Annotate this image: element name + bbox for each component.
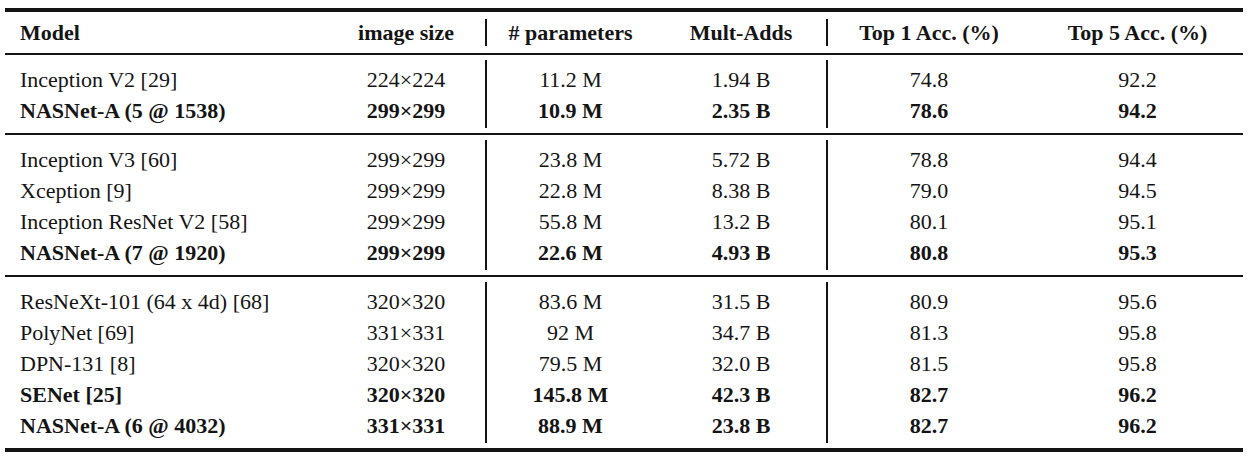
model-cell: Inception ResNet V2 [58]: [5, 206, 327, 237]
model-cell: DPN-131 [8]: [5, 348, 327, 379]
table-row: PolyNet [69] 331×331 92 M 34.7 B 81.3 95…: [5, 317, 1243, 348]
column-divider: [485, 19, 487, 46]
model-cell: Xception [9]: [5, 175, 327, 206]
mult-adds-cell: 13.2 B: [656, 206, 826, 237]
model-cell: NASNet-A (7 @ 1920): [5, 237, 327, 268]
table-bottom-rule: [5, 448, 1243, 452]
image-size-cell: 299×299: [327, 237, 485, 268]
parameters-cell: 22.6 M: [485, 237, 656, 268]
column-header-mult-adds: Mult-Adds: [656, 12, 826, 53]
paper-page: Model image size # parameters Mult-Adds …: [0, 0, 1248, 462]
image-size-cell: 224×224: [327, 64, 485, 95]
top1-cell: 80.9: [826, 286, 1032, 317]
table-row: ResNeXt-101 (64 x 4d) [68] 320×320 83.6 …: [5, 286, 1243, 317]
top1-cell: 82.7: [826, 379, 1032, 410]
model-cell: Inception V2 [29]: [5, 64, 327, 95]
parameters-cell: 79.5 M: [485, 348, 656, 379]
table-section-3: ResNeXt-101 (64 x 4d) [68] 320×320 83.6 …: [5, 277, 1243, 448]
column-header-model: Model: [5, 12, 327, 53]
parameters-cell: 10.9 M: [485, 95, 656, 126]
model-cell: Inception V3 [60]: [5, 144, 327, 175]
mult-adds-cell: 34.7 B: [656, 317, 826, 348]
table-row: DPN-131 [8] 320×320 79.5 M 32.0 B 81.5 9…: [5, 348, 1243, 379]
image-size-cell: 331×331: [327, 317, 485, 348]
top5-cell: 95.1: [1032, 206, 1243, 237]
image-size-cell: 331×331: [327, 410, 485, 441]
parameters-cell: 83.6 M: [485, 286, 656, 317]
image-size-cell: 320×320: [327, 286, 485, 317]
top1-cell: 80.1: [826, 206, 1032, 237]
table-row: SENet [25] 320×320 145.8 M 42.3 B 82.7 9…: [5, 379, 1243, 410]
top1-cell: 80.8: [826, 237, 1032, 268]
parameters-cell: 145.8 M: [485, 379, 656, 410]
model-cell: ResNeXt-101 (64 x 4d) [68]: [5, 286, 327, 317]
image-size-cell: 320×320: [327, 379, 485, 410]
image-size-cell: 320×320: [327, 348, 485, 379]
image-size-cell: 299×299: [327, 144, 485, 175]
column-divider: [826, 282, 828, 443]
column-divider: [485, 140, 487, 270]
image-size-cell: 299×299: [327, 175, 485, 206]
column-divider: [485, 282, 487, 443]
top5-cell: 94.2: [1032, 95, 1243, 126]
top1-cell: 78.8: [826, 144, 1032, 175]
column-divider: [826, 140, 828, 270]
top5-cell: 95.3: [1032, 237, 1243, 268]
mult-adds-cell: 8.38 B: [656, 175, 826, 206]
parameters-cell: 92 M: [485, 317, 656, 348]
top5-cell: 96.2: [1032, 410, 1243, 441]
table-header-row: Model image size # parameters Mult-Adds …: [5, 12, 1243, 53]
mult-adds-cell: 4.93 B: [656, 237, 826, 268]
mult-adds-cell: 1.94 B: [656, 64, 826, 95]
top5-cell: 94.4: [1032, 144, 1243, 175]
parameters-cell: 23.8 M: [485, 144, 656, 175]
column-divider: [826, 19, 828, 46]
column-divider: [485, 60, 487, 128]
model-cell: PolyNet [69]: [5, 317, 327, 348]
table-section-1: Inception V2 [29] 224×224 11.2 M 1.94 B …: [5, 55, 1243, 133]
mult-adds-cell: 2.35 B: [656, 95, 826, 126]
top1-cell: 81.5: [826, 348, 1032, 379]
top1-cell: 78.6: [826, 95, 1032, 126]
model-cell: NASNet-A (6 @ 4032): [5, 410, 327, 441]
table-row: NASNet-A (6 @ 4032) 331×331 88.9 M 23.8 …: [5, 410, 1243, 441]
column-header-top5: Top 5 Acc. (%): [1032, 12, 1243, 53]
table-row: NASNet-A (5 @ 1538) 299×299 10.9 M 2.35 …: [5, 95, 1243, 126]
top1-cell: 82.7: [826, 410, 1032, 441]
column-header-parameters: # parameters: [485, 12, 656, 53]
image-size-cell: 299×299: [327, 95, 485, 126]
mult-adds-cell: 32.0 B: [656, 348, 826, 379]
table-row: NASNet-A (7 @ 1920) 299×299 22.6 M 4.93 …: [5, 237, 1243, 268]
model-cell: NASNet-A (5 @ 1538): [5, 95, 327, 126]
top5-cell: 92.2: [1032, 64, 1243, 95]
parameters-cell: 88.9 M: [485, 410, 656, 441]
column-divider: [826, 60, 828, 128]
top5-cell: 95.6: [1032, 286, 1243, 317]
parameters-cell: 55.8 M: [485, 206, 656, 237]
table-section-2: Inception V3 [60] 299×299 23.8 M 5.72 B …: [5, 135, 1243, 275]
table-row: Xception [9] 299×299 22.8 M 8.38 B 79.0 …: [5, 175, 1243, 206]
image-size-cell: 299×299: [327, 206, 485, 237]
mult-adds-cell: 31.5 B: [656, 286, 826, 317]
top5-cell: 95.8: [1032, 317, 1243, 348]
column-header-top1: Top 1 Acc. (%): [826, 12, 1032, 53]
mult-adds-cell: 23.8 B: [656, 410, 826, 441]
table-row: Inception V3 [60] 299×299 23.8 M 5.72 B …: [5, 144, 1243, 175]
mult-adds-cell: 5.72 B: [656, 144, 826, 175]
model-cell: SENet [25]: [5, 379, 327, 410]
top5-cell: 96.2: [1032, 379, 1243, 410]
table-row: Inception V2 [29] 224×224 11.2 M 1.94 B …: [5, 64, 1243, 95]
table-row: Inception ResNet V2 [58] 299×299 55.8 M …: [5, 206, 1243, 237]
top1-cell: 74.8: [826, 64, 1032, 95]
top5-cell: 94.5: [1032, 175, 1243, 206]
top1-cell: 81.3: [826, 317, 1032, 348]
model-comparison-table: Model image size # parameters Mult-Adds …: [5, 8, 1243, 452]
top5-cell: 95.8: [1032, 348, 1243, 379]
parameters-cell: 11.2 M: [485, 64, 656, 95]
column-header-image-size: image size: [327, 12, 485, 53]
top1-cell: 79.0: [826, 175, 1032, 206]
mult-adds-cell: 42.3 B: [656, 379, 826, 410]
parameters-cell: 22.8 M: [485, 175, 656, 206]
